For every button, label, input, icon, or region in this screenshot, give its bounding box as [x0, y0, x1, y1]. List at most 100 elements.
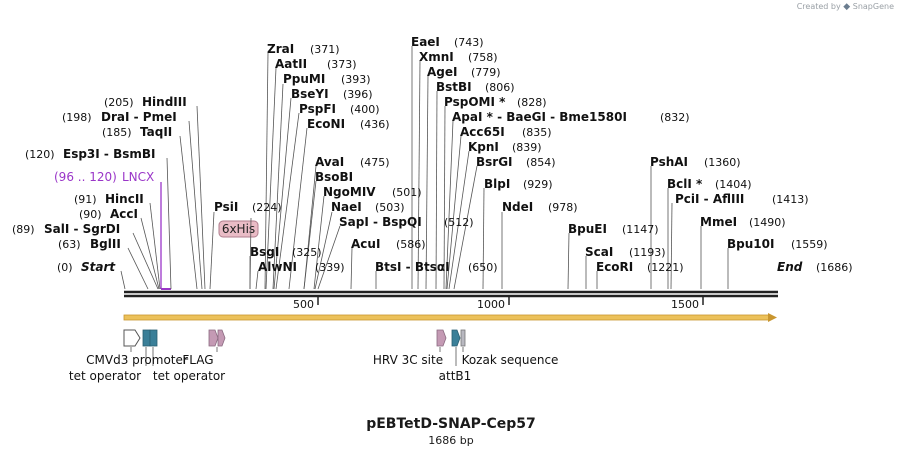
enzyme-ZraI[interactable]: ZraI (371)	[267, 42, 340, 56]
tick-label: 1000	[477, 298, 505, 311]
enzyme-AvaI[interactable]: AvaI (475)	[315, 155, 390, 169]
enzyme-BsrGI[interactable]: BsrGI (854)	[476, 155, 556, 169]
enzyme-KpnI[interactable]: KpnI (839)	[468, 140, 542, 154]
plasmid-length: 1686 bp	[428, 434, 474, 447]
enzyme-SapI-BspQI[interactable]: SapI - BspQI (512)	[339, 215, 474, 229]
enzyme-PsiI[interactable]: PsiI (224)	[214, 200, 282, 214]
enzyme-SalI-SgrDI[interactable]: (89) SalI - SgrDI	[12, 222, 120, 236]
enzyme-BpuEI[interactable]: BpuEI (1147)	[568, 222, 659, 236]
feature-label-tet-operator-2: tet operator	[153, 369, 225, 383]
enzyme-Acc65I[interactable]: Acc65I (835)	[460, 125, 552, 139]
enzyme-EcoNI[interactable]: EcoNI (436)	[307, 117, 390, 131]
enzyme-position: (929)	[523, 178, 553, 191]
enzyme-DraI-PmeI[interactable]: (198) DraI - PmeI	[62, 110, 177, 124]
enzyme-Esp3I-BsmBI[interactable]: (120) Esp3I - BsmBI	[25, 147, 155, 161]
enzyme-position: (512)	[444, 216, 474, 229]
enzyme-position: (586)	[396, 238, 426, 251]
enzyme-NdeI[interactable]: NdeI (978)	[502, 200, 578, 214]
enzyme-position: (1147)	[622, 223, 659, 236]
enzyme-AccI[interactable]: (90) AccI	[79, 207, 138, 221]
enzyme-position: (650)	[468, 261, 498, 274]
enzyme-MmeI[interactable]: MmeI (1490)	[700, 215, 786, 229]
enzyme-PspFI[interactable]: PspFI (400)	[299, 102, 380, 116]
enzyme-HindIII[interactable]: (205) HindIII	[104, 95, 187, 109]
enzyme-name: XmnI	[419, 50, 454, 64]
enzyme-NgoMIV[interactable]: NgoMIV (501)	[323, 185, 422, 199]
enzyme-position: (1404)	[715, 178, 752, 191]
enzyme-BclI[interactable]: BclI * (1404)	[667, 177, 752, 191]
tick-1500: 1500	[671, 296, 704, 311]
enzyme-connectors	[120, 46, 729, 290]
enzyme-name: HindIII	[142, 95, 187, 109]
enzyme-name: NaeI	[331, 200, 362, 214]
enzyme-BglII[interactable]: (63) BglII	[58, 237, 121, 251]
tick-label: 500	[293, 298, 314, 311]
enzyme-NaeI[interactable]: NaeI (503)	[331, 200, 405, 214]
map-start[interactable]: (0) Start	[57, 260, 116, 274]
enzyme-AlwNI[interactable]: AlwNI (339)	[258, 260, 345, 274]
map-end[interactable]: End (1686)	[777, 260, 853, 274]
his-tag-label: 6xHis	[222, 222, 255, 236]
enzyme-EcoRI[interactable]: EcoRI (1221)	[596, 260, 684, 274]
enzyme-HincII[interactable]: (91) HincII	[74, 192, 144, 206]
enzyme-ApaI-BaeGI-Bme1580I[interactable]: ApaI * - BaeGI - Bme1580I (832)	[452, 110, 690, 124]
enzyme-AgeI[interactable]: AgeI (779)	[427, 65, 501, 79]
credit-brand: SnapGene	[852, 2, 894, 11]
enzyme-PciI-AflIII[interactable]: PciI - AflIII (1413)	[675, 192, 809, 206]
enzyme-name: SalI - SgrDI	[44, 222, 120, 236]
enzyme-TaqII[interactable]: (185) TaqII	[102, 125, 172, 139]
enzyme-PpuMI[interactable]: PpuMI (393)	[283, 72, 371, 86]
enzyme-BseYI[interactable]: BseYI (396)	[291, 87, 373, 101]
enzyme-name: EaeI	[411, 35, 440, 49]
feature-tet-operator-2[interactable]	[149, 329, 158, 347]
feature-flag-2[interactable]	[217, 329, 226, 347]
enzyme-PshAI[interactable]: PshAI (1360)	[650, 155, 741, 169]
enzyme-BlpI[interactable]: BlpI (929)	[484, 177, 553, 191]
enzyme-XmnI[interactable]: XmnI (758)	[419, 50, 498, 64]
enzyme-EaeI[interactable]: EaeI (743)	[411, 35, 484, 49]
tick-label: 1500	[671, 298, 699, 311]
feature-tet-operator-1[interactable]	[142, 329, 151, 347]
enzyme-PspOMI[interactable]: PspOMI * (828)	[444, 95, 547, 109]
enzyme-BtsI-BtsaI[interactable]: BtsI - BtsαI (650)	[375, 260, 498, 274]
enzyme-name: AatII	[275, 57, 307, 71]
orf-arrow[interactable]	[123, 313, 777, 322]
enzyme-position: (396)	[343, 88, 373, 101]
enzyme-position: (400)	[350, 103, 380, 116]
feature-hrv-3c-site[interactable]	[436, 329, 447, 347]
feature-cmvd3-promoter[interactable]	[123, 329, 141, 347]
feature-flag-1[interactable]	[208, 329, 219, 347]
enzyme-position: (325)	[292, 246, 322, 259]
enzyme-BsoBI[interactable]: BsoBI	[315, 170, 353, 184]
enzyme-name: AlwNI	[258, 260, 297, 274]
enzyme-BstBI[interactable]: BstBI (806)	[436, 80, 515, 94]
snapgene-logo-icon: ◆	[843, 2, 851, 12]
enzyme-position: (1559)	[791, 238, 828, 251]
feature-label-flag: FLAG	[182, 353, 213, 367]
enzyme-name: EcoRI	[596, 260, 633, 274]
enzyme-name: BsrGI	[476, 155, 513, 169]
enzyme-position: (1221)	[647, 261, 684, 274]
feature-label-hrv-3c-site: HRV 3C site	[373, 353, 443, 367]
enzyme-name: BsgI	[250, 245, 279, 259]
enzyme-AatII[interactable]: AatII (373)	[275, 57, 357, 71]
enzyme-name: NgoMIV	[323, 185, 376, 199]
enzyme-AcuI[interactable]: AcuI (586)	[351, 237, 426, 251]
lncx-label[interactable]: LNCX	[122, 170, 154, 184]
enzyme-BsgI[interactable]: BsgI (325)	[250, 245, 322, 259]
feature-attb1[interactable]	[451, 329, 461, 347]
feature-kozak-sequence[interactable]	[460, 329, 466, 347]
his-tag[interactable]: 6xHis	[218, 220, 259, 238]
enzyme-ScaI[interactable]: ScaI (1193)	[585, 245, 666, 259]
enzyme-position: (978)	[548, 201, 578, 214]
enzyme-position: (835)	[522, 126, 552, 139]
enzyme-position: (1413)	[772, 193, 809, 206]
enzyme-position: (743)	[454, 36, 484, 49]
enzyme-position: (779)	[471, 66, 501, 79]
enzyme-position: (832)	[660, 111, 690, 124]
feature-label-cmvd3-promoter: CMVd3 promoter	[86, 353, 188, 367]
enzyme-position: (393)	[341, 73, 371, 86]
enzyme-Bpu10I[interactable]: Bpu10I (1559)	[727, 237, 828, 251]
enzyme-name: AcuI	[351, 237, 380, 251]
enzyme-position: (339)	[315, 261, 345, 274]
